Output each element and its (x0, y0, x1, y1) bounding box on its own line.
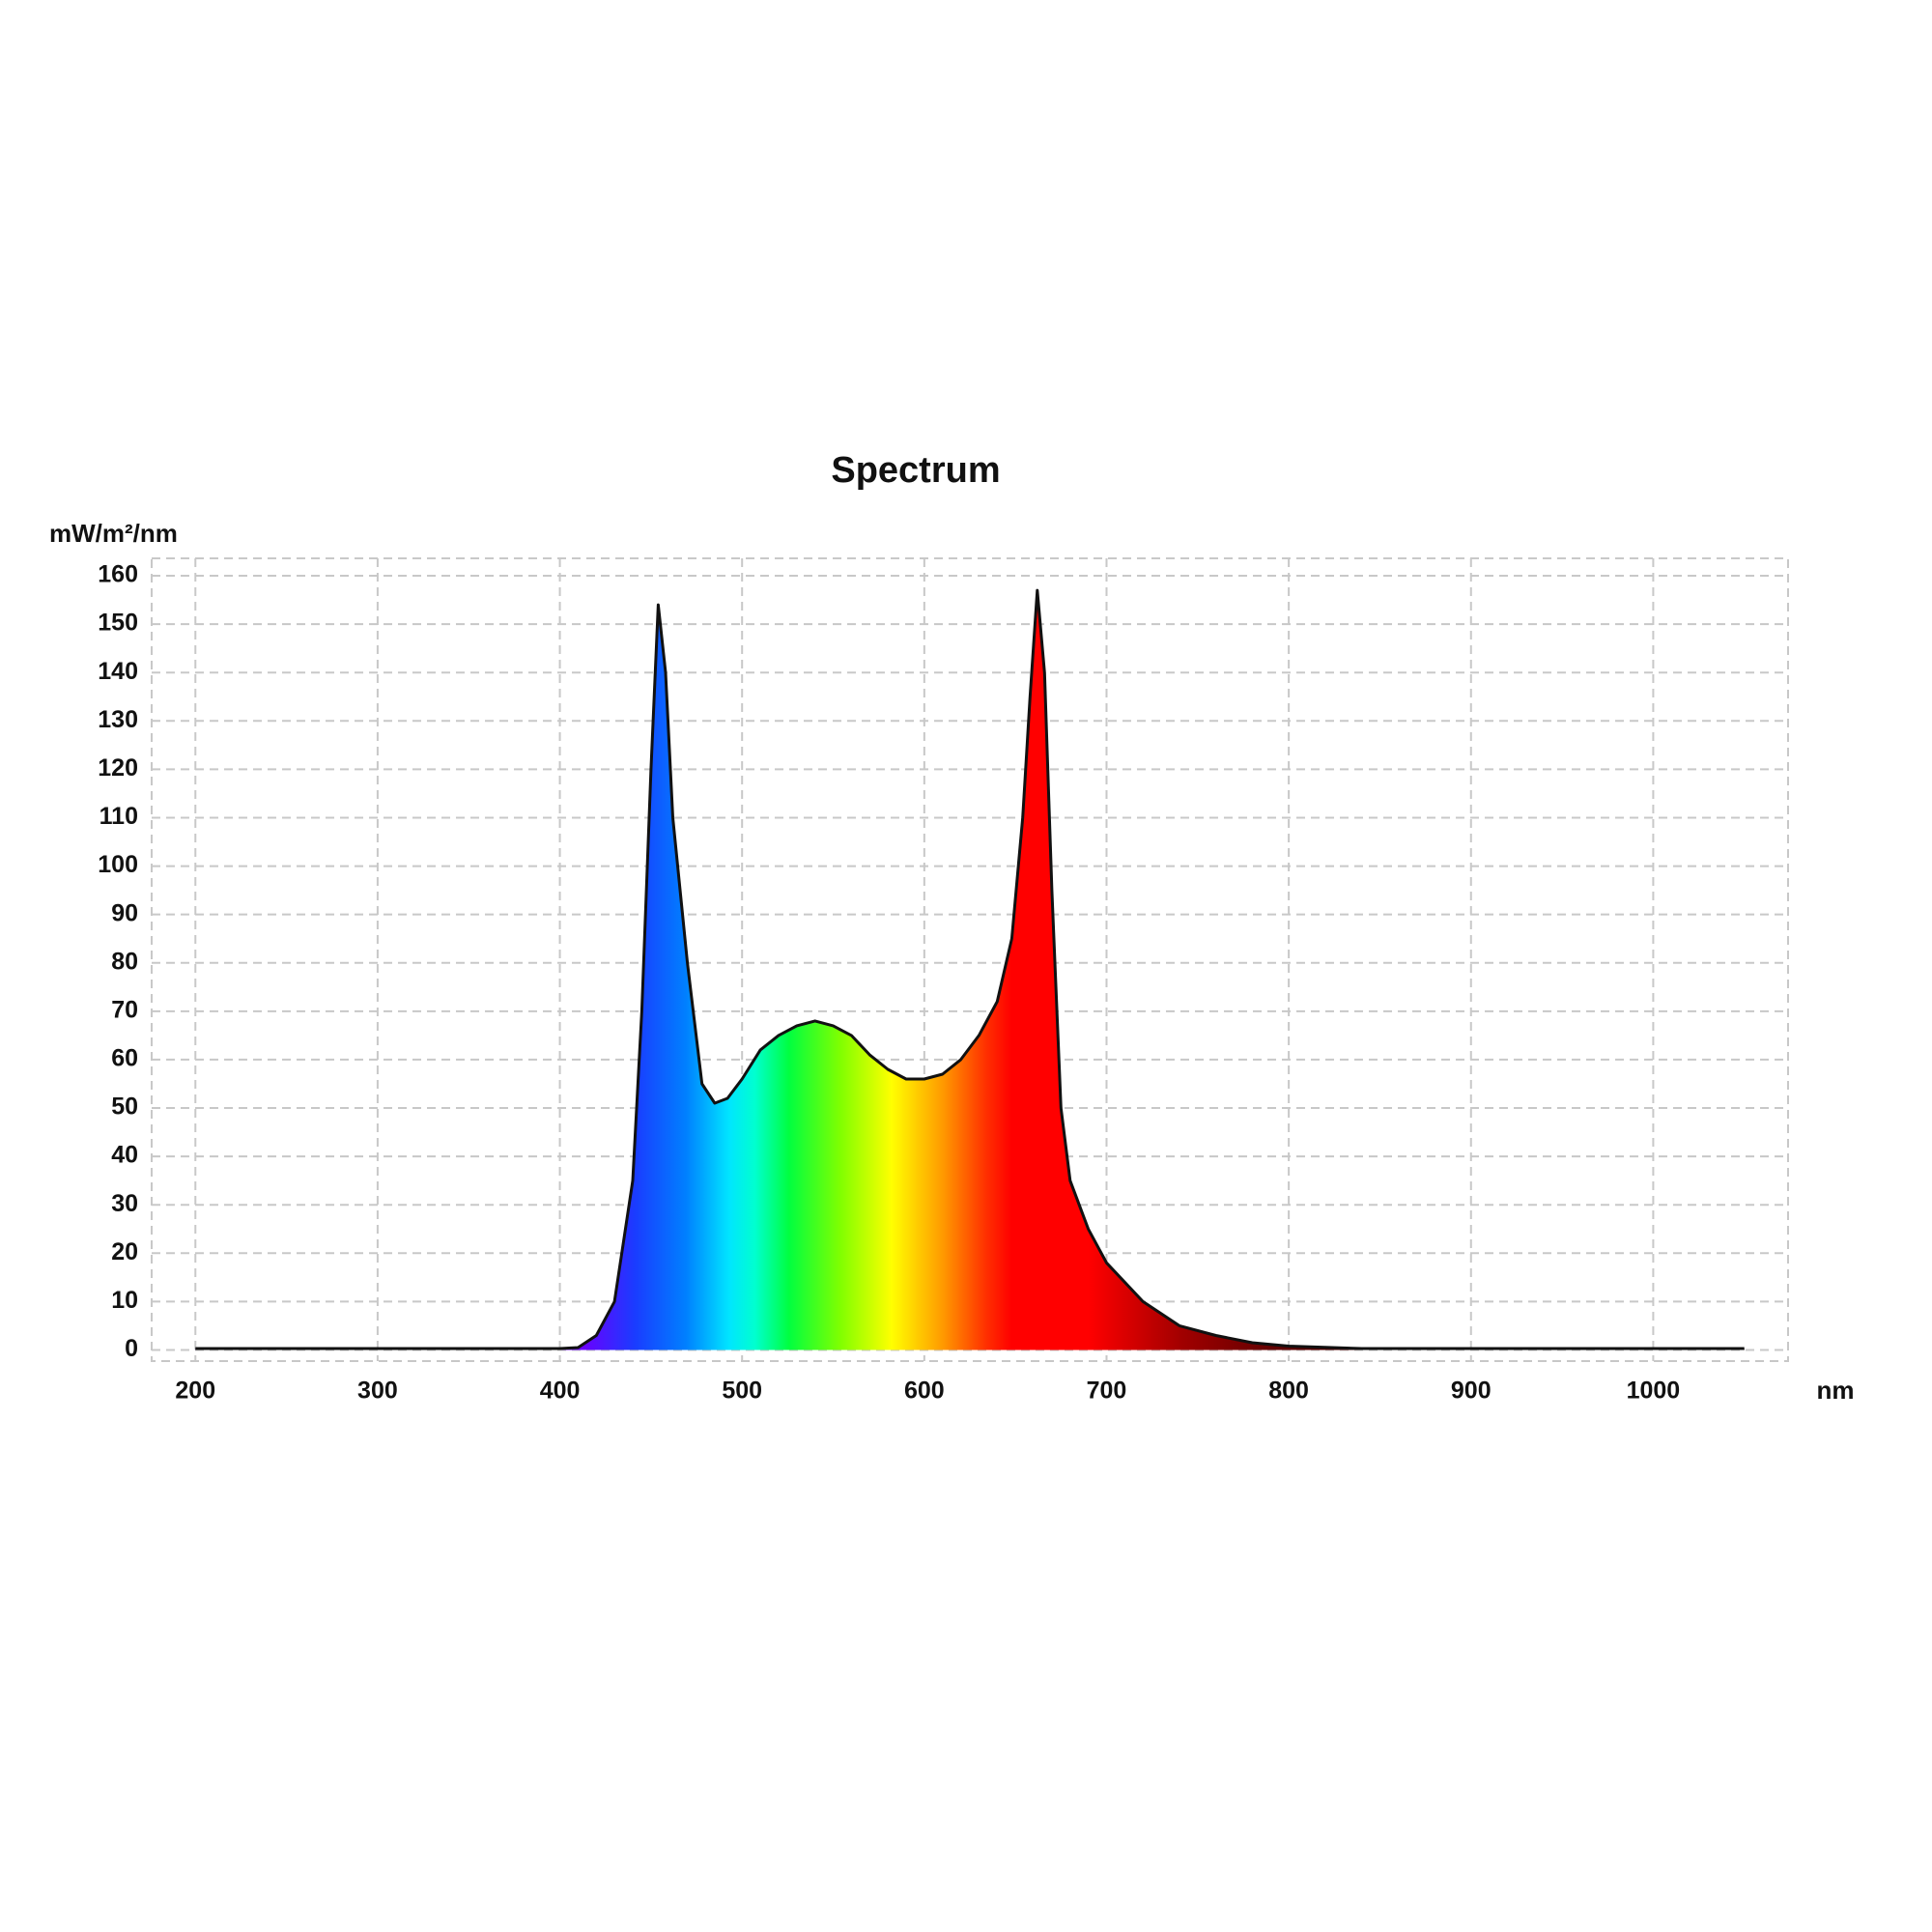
y-tick-label: 90 (111, 899, 138, 926)
y-tick-label: 80 (111, 948, 138, 975)
spectrum-line (195, 588, 1745, 1350)
y-tick-label: 10 (111, 1287, 138, 1314)
x-tick-label: 500 (722, 1378, 762, 1405)
y-tick-label: 40 (111, 1142, 138, 1169)
y-tick-label: 120 (98, 754, 138, 781)
x-axis-label: nm (1817, 1376, 1855, 1405)
plot-border (151, 557, 1789, 1362)
x-tick-label: 600 (904, 1378, 945, 1405)
y-tick-label: 140 (98, 658, 138, 685)
x-tick-label: 800 (1268, 1378, 1309, 1405)
x-tick-label: 700 (1087, 1378, 1127, 1405)
y-tick-label: 0 (125, 1335, 138, 1362)
y-tick-label: 110 (99, 803, 138, 830)
y-tick-label: 70 (111, 996, 138, 1023)
x-tick-label: 300 (357, 1378, 398, 1405)
x-tick-label: 200 (175, 1378, 215, 1405)
y-tick-label: 30 (111, 1190, 138, 1217)
y-tick-label: 150 (98, 610, 138, 637)
y-tick-label: 130 (98, 706, 138, 733)
y-axis-label: mW/m²/nm (49, 519, 178, 548)
y-tick-label: 100 (98, 851, 138, 878)
area-fill (195, 590, 1745, 1350)
x-tick-label: 400 (540, 1378, 581, 1405)
y-tick-label: 50 (111, 1094, 138, 1121)
x-tick-label: 900 (1451, 1378, 1492, 1405)
chart-title: Spectrum (831, 450, 1000, 491)
y-tick-label: 20 (111, 1238, 138, 1265)
x-tick-label: 1000 (1627, 1378, 1681, 1405)
y-tick-label: 160 (98, 561, 138, 588)
y-tick-label: 60 (111, 1045, 138, 1072)
